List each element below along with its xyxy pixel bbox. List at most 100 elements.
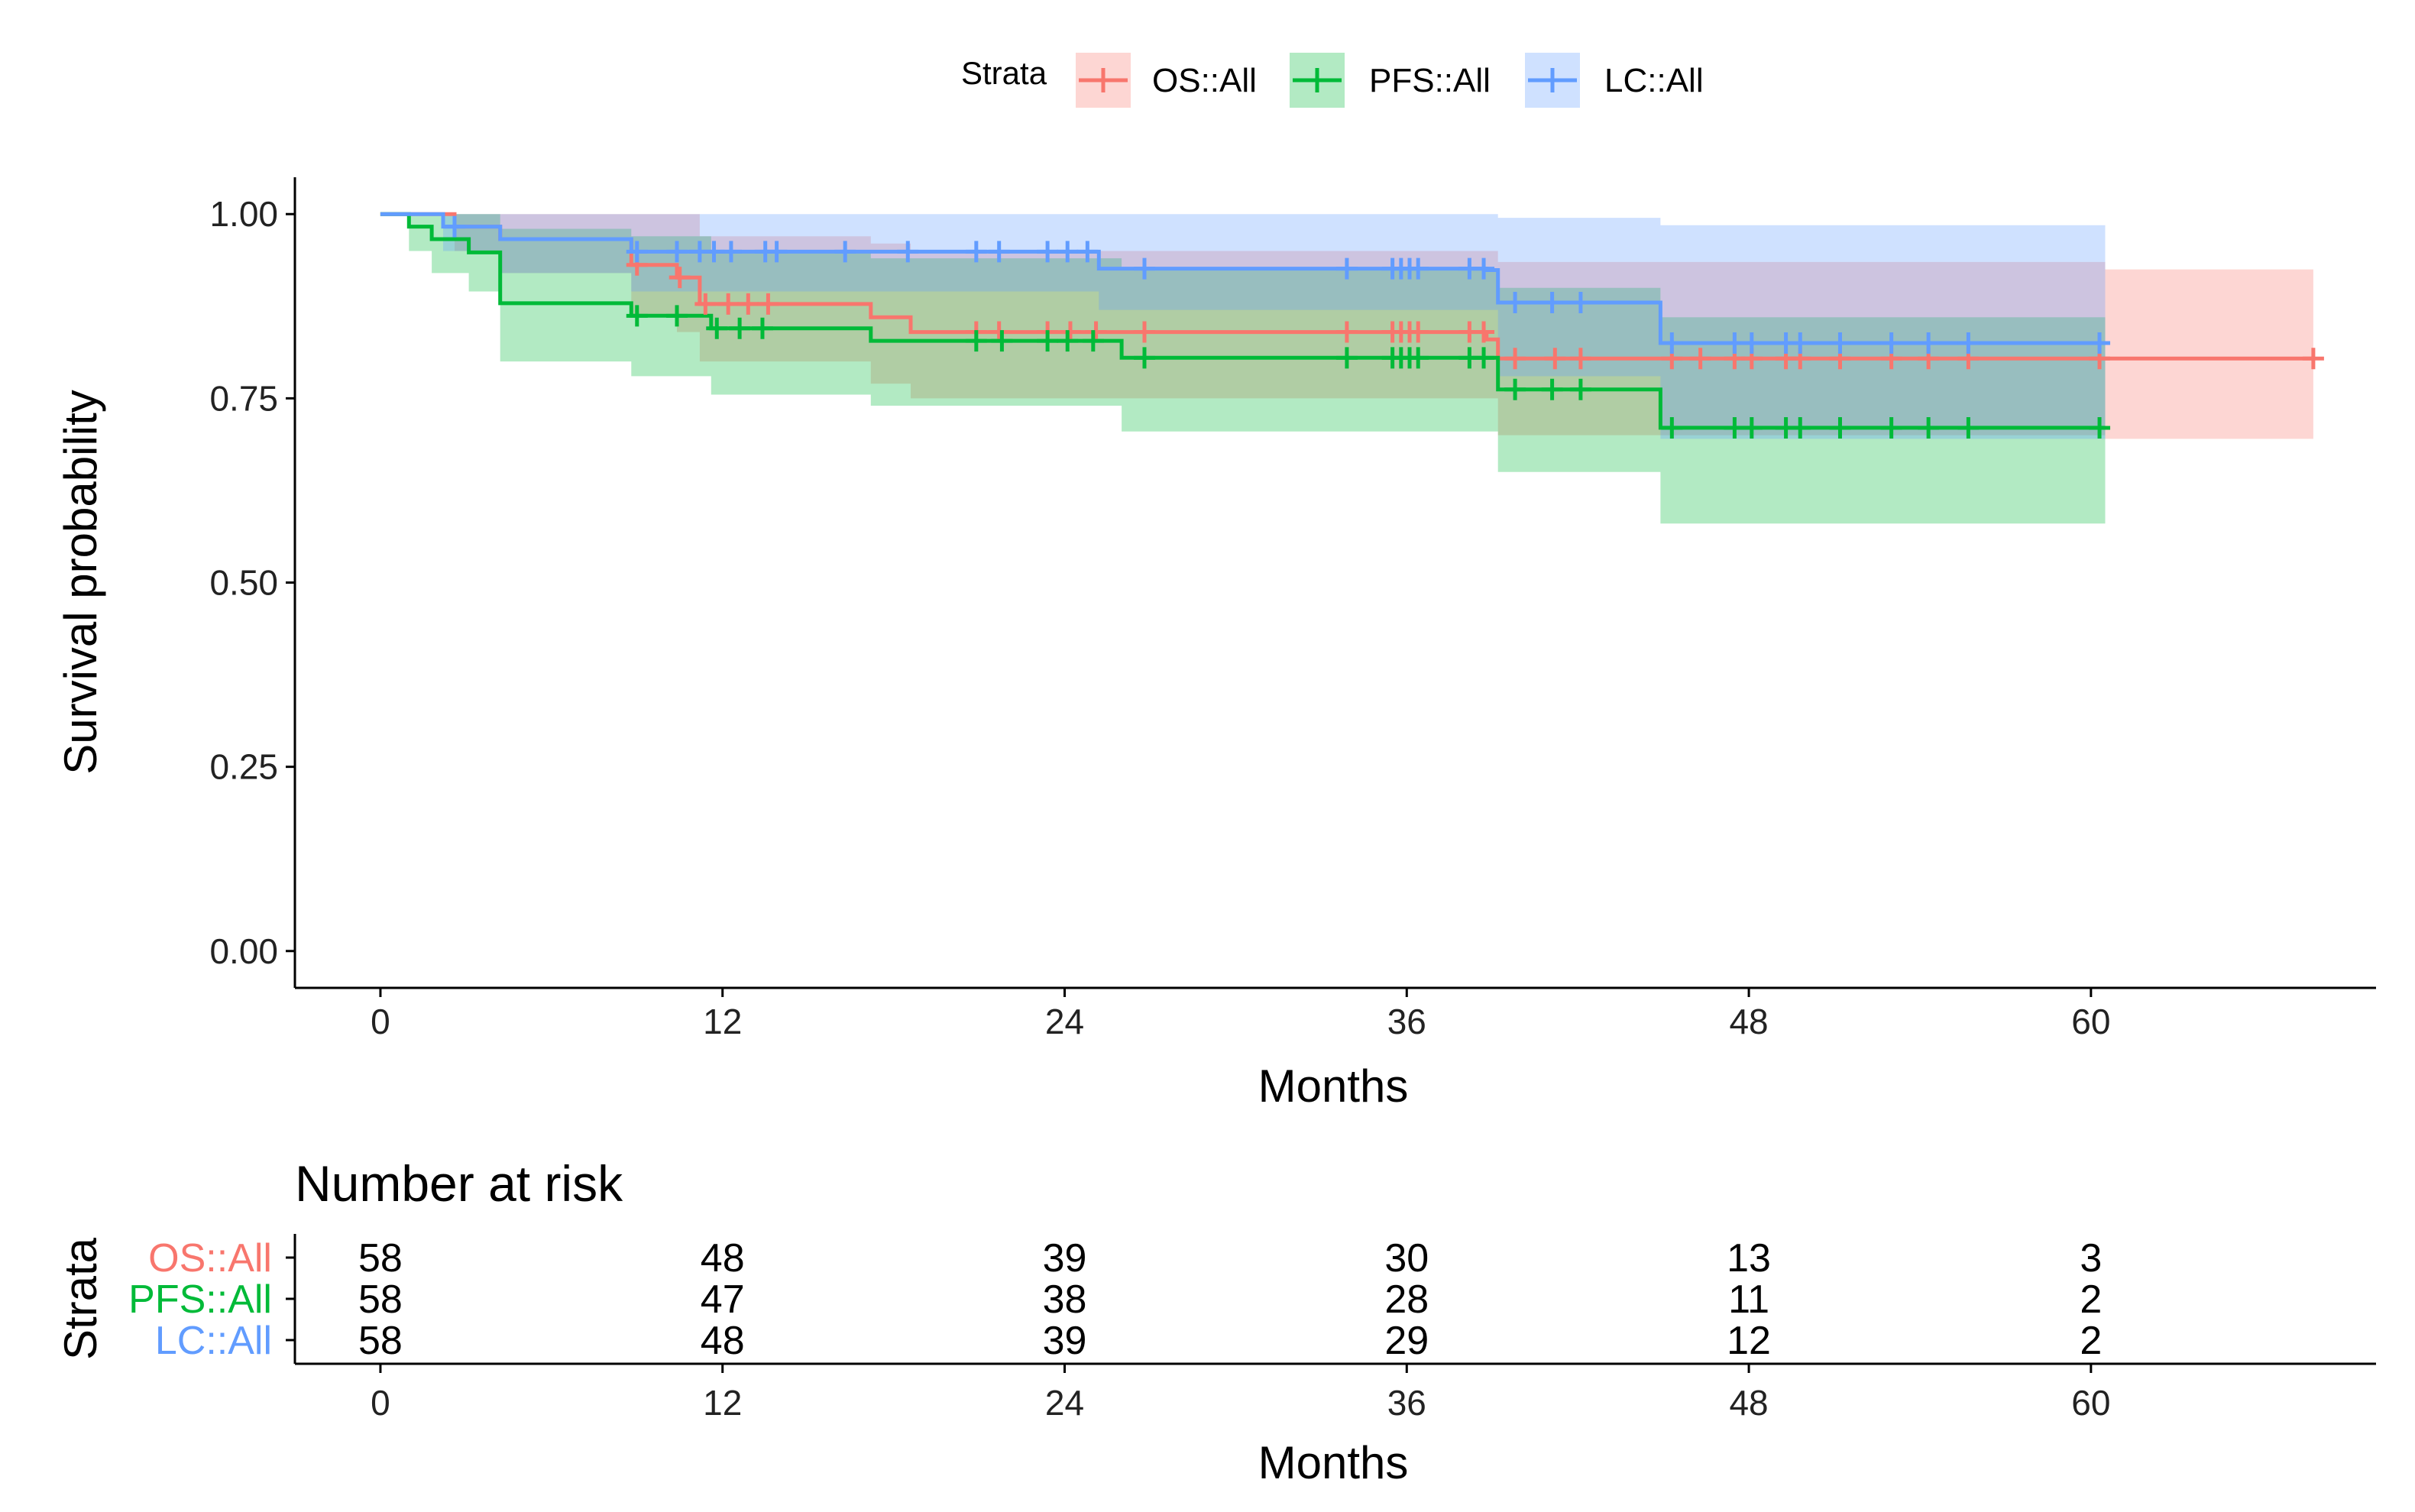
risk-x-tick-label: 36 bbox=[1387, 1383, 1426, 1423]
risk-count-lc-all: 2 bbox=[2080, 1319, 2102, 1363]
risk-count-pfs-all: 2 bbox=[2080, 1277, 2102, 1322]
censor-mark-lc-all bbox=[443, 215, 465, 238]
censor-mark-pfs-all bbox=[1037, 330, 1059, 352]
risk-table-values: 58 48 39 30 13 3 58 47 38 28 11 2 58 48 39 29 12 2 bbox=[358, 1236, 2102, 1363]
censor-mark-pfs-all bbox=[1057, 330, 1079, 352]
censor-mark-lc-all bbox=[1880, 332, 1902, 355]
censor-mark-pfs-all bbox=[1473, 347, 1495, 369]
censor-mark-pfs-all bbox=[1880, 416, 1902, 439]
censor-mark-pfs-all bbox=[706, 317, 728, 339]
risk-count-pfs-all: 28 bbox=[1384, 1277, 1429, 1322]
risk-count-pfs-all: 38 bbox=[1043, 1277, 1087, 1322]
censor-mark-os-all bbox=[1335, 321, 1358, 343]
risk-count-lc-all: 12 bbox=[1727, 1319, 1771, 1363]
confidence-band-lc-all bbox=[380, 214, 2106, 439]
x-tick-label: 24 bbox=[1045, 1002, 1084, 1041]
censor-mark-lc-all bbox=[766, 241, 788, 263]
censor-mark-lc-all bbox=[988, 241, 1010, 263]
censor-mark-lc-all bbox=[1789, 332, 1811, 355]
x-tick-label: 60 bbox=[2071, 1002, 2110, 1041]
risk-count-os-all: 58 bbox=[358, 1236, 403, 1281]
y-tick-label: 0.00 bbox=[209, 931, 278, 971]
censor-mark-lc-all bbox=[2089, 332, 2111, 355]
risk-count-pfs-all: 58 bbox=[358, 1277, 403, 1322]
risk-table-y-ticks bbox=[286, 1256, 295, 1342]
censor-mark-lc-all bbox=[1037, 241, 1059, 263]
censor-mark-os-all bbox=[668, 267, 691, 289]
legend-entry-lc[interactable]: LC::All bbox=[1525, 53, 1704, 108]
censor-mark-lc-all bbox=[720, 241, 742, 263]
risk-table-strata-title: Strata bbox=[55, 1237, 106, 1360]
risk-table-x-ticks: 0 12 24 36 48 60 bbox=[371, 1364, 2110, 1423]
risk-x-tick-label: 12 bbox=[703, 1383, 742, 1423]
censor-mark-lc-all bbox=[666, 241, 688, 263]
risk-count-lc-all: 29 bbox=[1384, 1319, 1429, 1363]
risk-count-pfs-all: 47 bbox=[701, 1277, 745, 1322]
risk-count-os-all: 48 bbox=[701, 1236, 745, 1281]
risk-count-lc-all: 58 bbox=[358, 1319, 403, 1363]
censor-mark-pfs-all bbox=[751, 317, 773, 339]
censor-mark-os-all bbox=[737, 293, 759, 315]
confidence-band-pfs-all bbox=[380, 214, 2106, 524]
legend-entry-os[interactable]: OS::All bbox=[1076, 53, 1257, 108]
censor-mark-pfs-all bbox=[666, 305, 688, 327]
censor-mark-os-all bbox=[717, 293, 740, 315]
censor-mark-lc-all bbox=[1335, 257, 1358, 280]
censor-mark-pfs-all bbox=[1740, 416, 1763, 439]
risk-count-os-all: 39 bbox=[1043, 1236, 1087, 1281]
censor-mark-pfs-all bbox=[1918, 416, 1940, 439]
x-tick-label: 0 bbox=[371, 1002, 390, 1041]
censor-mark-lc-all bbox=[897, 241, 919, 263]
y-axis-ticks: 0.00 0.25 0.50 0.75 1.00 bbox=[209, 194, 295, 971]
risk-x-tick-label: 48 bbox=[1729, 1383, 1768, 1423]
censor-mark-pfs-all bbox=[1789, 416, 1811, 439]
censor-mark-pfs-all bbox=[626, 305, 648, 327]
risk-table: Number at risk Strata OS::AllPFS::AllLC:… bbox=[55, 1155, 2376, 1488]
risk-count-os-all: 30 bbox=[1384, 1236, 1429, 1281]
y-tick-label: 0.25 bbox=[209, 747, 278, 787]
censor-mark-lc-all bbox=[965, 241, 987, 263]
censor-mark-os-all bbox=[1504, 348, 1526, 370]
risk-count-pfs-all: 11 bbox=[1728, 1277, 1769, 1322]
censor-mark-pfs-all bbox=[1957, 416, 1980, 439]
censor-mark-os-all bbox=[1473, 321, 1495, 343]
risk-table-title: Number at risk bbox=[295, 1155, 623, 1212]
censor-mark-pfs-all bbox=[1661, 416, 1683, 439]
censor-mark-os-all bbox=[1544, 348, 1566, 370]
legend-title: Strata bbox=[961, 55, 1047, 91]
censor-mark-lc-all bbox=[1133, 257, 1155, 280]
risk-row-label-lc-all: LC::All bbox=[155, 1319, 272, 1363]
censor-mark-lc-all bbox=[1407, 257, 1429, 280]
risk-x-tick-label: 60 bbox=[2071, 1383, 2110, 1423]
censor-mark-pfs-all bbox=[1335, 347, 1358, 369]
censor-mark-pfs-all bbox=[1829, 416, 1851, 439]
legend-label-lc: LC::All bbox=[1604, 62, 1704, 99]
risk-x-tick-label: 24 bbox=[1045, 1383, 1084, 1423]
legend-label-os: OS::All bbox=[1152, 62, 1257, 99]
censor-mark-pfs-all bbox=[729, 317, 751, 339]
x-tick-label: 48 bbox=[1729, 1002, 1768, 1041]
censor-mark-os-all bbox=[757, 293, 779, 315]
risk-x-axis-title: Months bbox=[1258, 1437, 1409, 1488]
risk-count-lc-all: 48 bbox=[701, 1319, 745, 1363]
censor-mark-pfs-all bbox=[965, 330, 987, 352]
censor-mark-pfs-all bbox=[1569, 378, 1591, 400]
x-axis-title: Months bbox=[1258, 1060, 1409, 1112]
censor-mark-lc-all bbox=[1918, 332, 1940, 355]
y-tick-label: 1.00 bbox=[209, 194, 278, 234]
legend-label-pfs: PFS::All bbox=[1369, 62, 1491, 99]
censor-mark-pfs-all bbox=[1504, 378, 1526, 400]
censor-mark-lc-all bbox=[1504, 291, 1526, 313]
y-tick-label: 0.75 bbox=[209, 378, 278, 418]
censor-mark-os-all bbox=[1407, 321, 1429, 343]
legend-entry-pfs[interactable]: PFS::All bbox=[1290, 53, 1491, 108]
censor-mark-lc-all bbox=[1740, 332, 1763, 355]
censor-mark-lc-all bbox=[834, 241, 856, 263]
censor-mark-lc-all bbox=[1473, 257, 1495, 280]
censor-mark-lc-all bbox=[626, 241, 648, 263]
censor-mark-os-all bbox=[1133, 321, 1155, 343]
censor-mark-os-all bbox=[694, 293, 717, 315]
censor-mark-lc-all bbox=[1569, 291, 1591, 313]
censor-mark-lc-all bbox=[1829, 332, 1851, 355]
